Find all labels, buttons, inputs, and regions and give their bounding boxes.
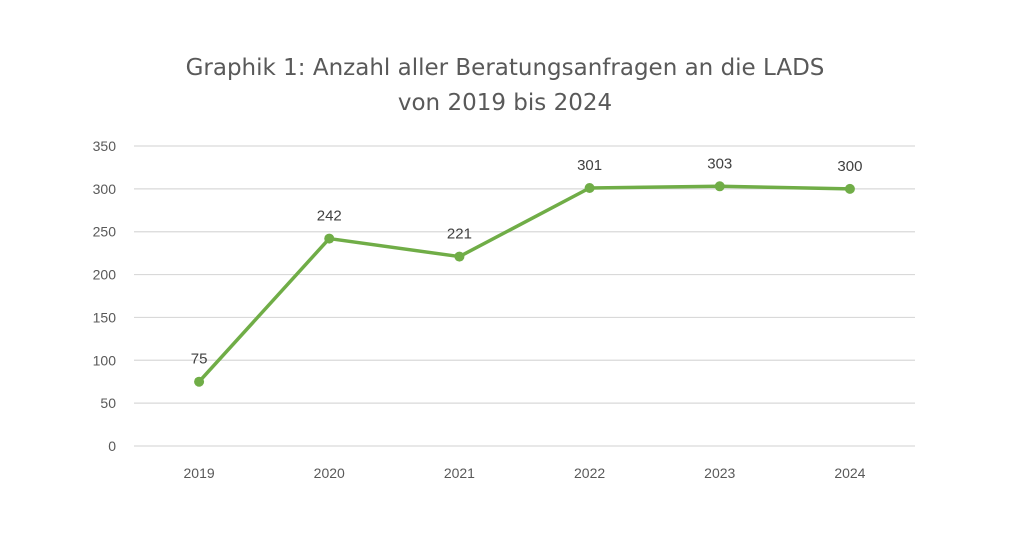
x-tick-label: 2022	[574, 465, 605, 481]
data-label: 303	[707, 155, 732, 172]
y-axis-ticks: 0 50 100 150 200 250 300 350	[93, 138, 117, 454]
y-tick-label: 350	[93, 138, 117, 154]
x-tick-label: 2019	[184, 465, 215, 481]
y-tick-label: 250	[93, 224, 117, 240]
y-tick-label: 300	[93, 181, 117, 197]
data-point[interactable]	[845, 184, 855, 194]
y-tick-label: 150	[93, 309, 117, 325]
data-label: 75	[191, 351, 208, 368]
y-tick-label: 50	[100, 395, 116, 411]
data-label: 242	[317, 208, 342, 225]
series-line	[199, 186, 850, 381]
data-point[interactable]	[715, 181, 725, 191]
y-tick-label: 0	[108, 438, 116, 454]
x-tick-label: 2024	[834, 465, 865, 481]
data-label: 301	[577, 157, 602, 174]
y-tick-label: 100	[93, 352, 117, 368]
data-point[interactable]	[585, 183, 595, 193]
data-point[interactable]	[454, 252, 464, 262]
data-label: 221	[447, 226, 472, 243]
series-layer	[194, 181, 855, 386]
data-point[interactable]	[194, 377, 204, 387]
data-point[interactable]	[324, 234, 334, 244]
x-tick-label: 2020	[314, 465, 345, 481]
x-tick-label: 2023	[704, 465, 735, 481]
gridlines	[134, 146, 915, 446]
x-tick-label: 2021	[444, 465, 475, 481]
data-label: 300	[837, 158, 862, 175]
y-tick-label: 200	[93, 267, 117, 283]
x-axis-ticks: 2019 2020 2021 2022 2023 2024	[184, 465, 866, 481]
